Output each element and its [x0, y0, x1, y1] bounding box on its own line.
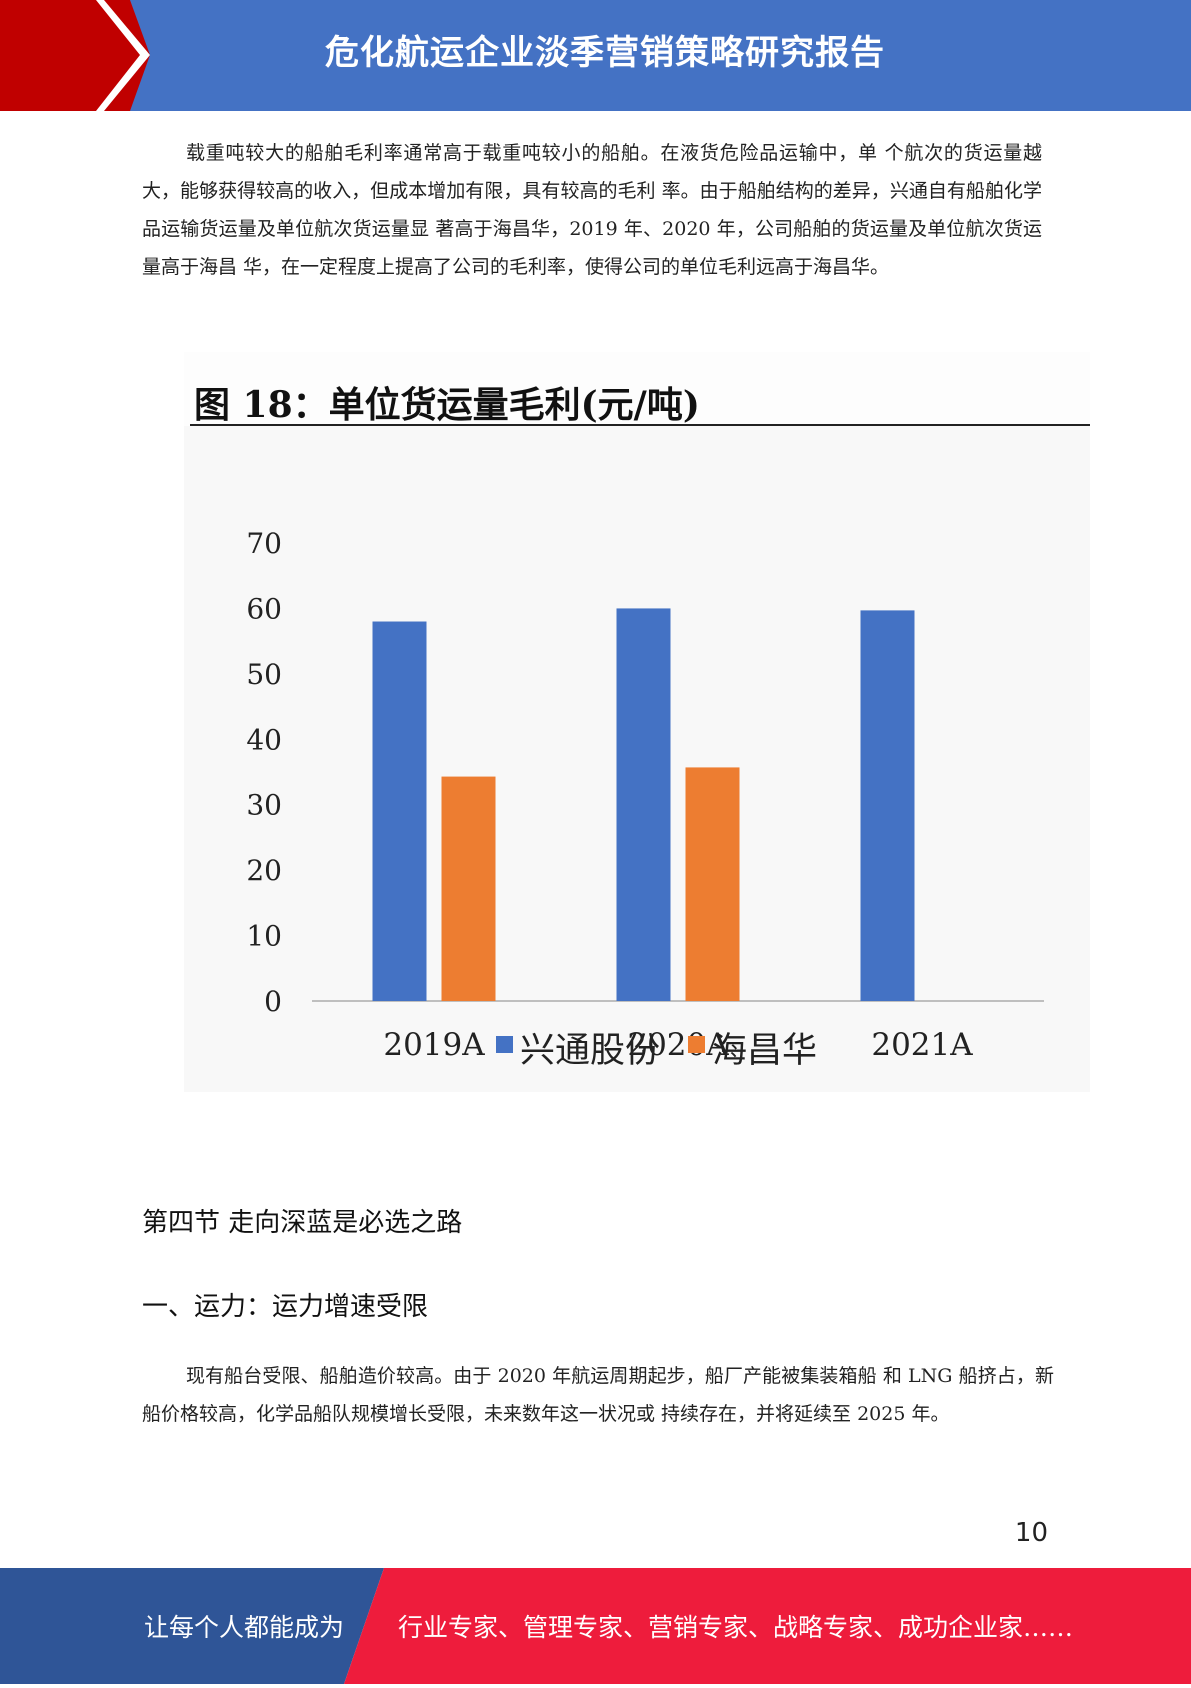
bar-海昌华-2019A [441, 776, 496, 1001]
bar-兴通股份-2019A [372, 621, 427, 1001]
section-heading: 第四节 走向深蓝是必选之路 [142, 1208, 463, 1238]
header-chevron-decoration [0, 0, 150, 111]
legend-swatch [496, 1036, 513, 1053]
figure-title-rule [190, 424, 1090, 426]
y-tick-label: 10 [246, 920, 282, 953]
y-tick-label: 30 [246, 789, 282, 822]
footer-slogan-right: 行业专家、管理专家、营销专家、战略专家、成功企业家…… [398, 1613, 1074, 1642]
header-banner: 危化航运企业淡季营销策略研究报告 [0, 0, 1191, 111]
figure-18: 图 18：单位货运量毛利(元/吨) 0 10 20 30 40 50 60 70 2019A 20… [184, 352, 1090, 1092]
footer-slogan-left: 让每个人都能成为 [144, 1613, 345, 1642]
legend-swatch [688, 1036, 705, 1053]
y-tick-label: 20 [246, 854, 282, 887]
y-tick-label: 60 [246, 592, 282, 625]
y-tick-label: 0 [264, 985, 282, 1018]
body-paragraph-1: 载重吨较大的船舶毛利率通常高于载重吨较小的船舶。在液货危险品运输中，单 个航次的… [142, 142, 1042, 278]
footer-background [0, 1568, 1191, 1684]
legend-label: 兴通股份 [520, 1031, 660, 1071]
y-tick-label: 40 [246, 723, 282, 756]
bar-兴通股份-2021A [860, 610, 915, 1001]
x-tick-label: 2020A [627, 1027, 729, 1063]
figure-title: 图 18：单位货运量毛利(元/吨) [194, 384, 700, 426]
sub-heading: 一、运力：运力增速受限 [142, 1292, 429, 1322]
x-tick-label: 2019A [383, 1027, 485, 1063]
x-tick-label: 2021A [871, 1027, 973, 1063]
bar-海昌华-2020A [685, 767, 740, 1001]
bar-兴通股份-2020A [616, 608, 671, 1001]
chart-area: 0 10 20 30 40 50 60 70 2019A 2020A 2021A 兴通股份 海昌华 [184, 426, 1090, 1092]
footer-banner: 让每个人都能成为 行业专家、管理专家、营销专家、战略专家、成功企业家…… [0, 1568, 1191, 1684]
legend-label: 海昌华 [712, 1031, 817, 1071]
page-number: 10 [1014, 1518, 1048, 1548]
y-tick-label: 50 [246, 658, 282, 691]
bar-chart: 0 10 20 30 40 50 60 70 2019A 2020A 2021A 兴通股份 海昌华 [246, 527, 1044, 1071]
body-paragraph-2: 现有船台受限、船舶造价较高。由于 2020 年航运周期起步，船厂产能被集装箱船 … [142, 1365, 1054, 1425]
document-title: 危化航运企业淡季营销策略研究报告 [325, 33, 885, 73]
y-tick-label: 70 [246, 527, 282, 560]
